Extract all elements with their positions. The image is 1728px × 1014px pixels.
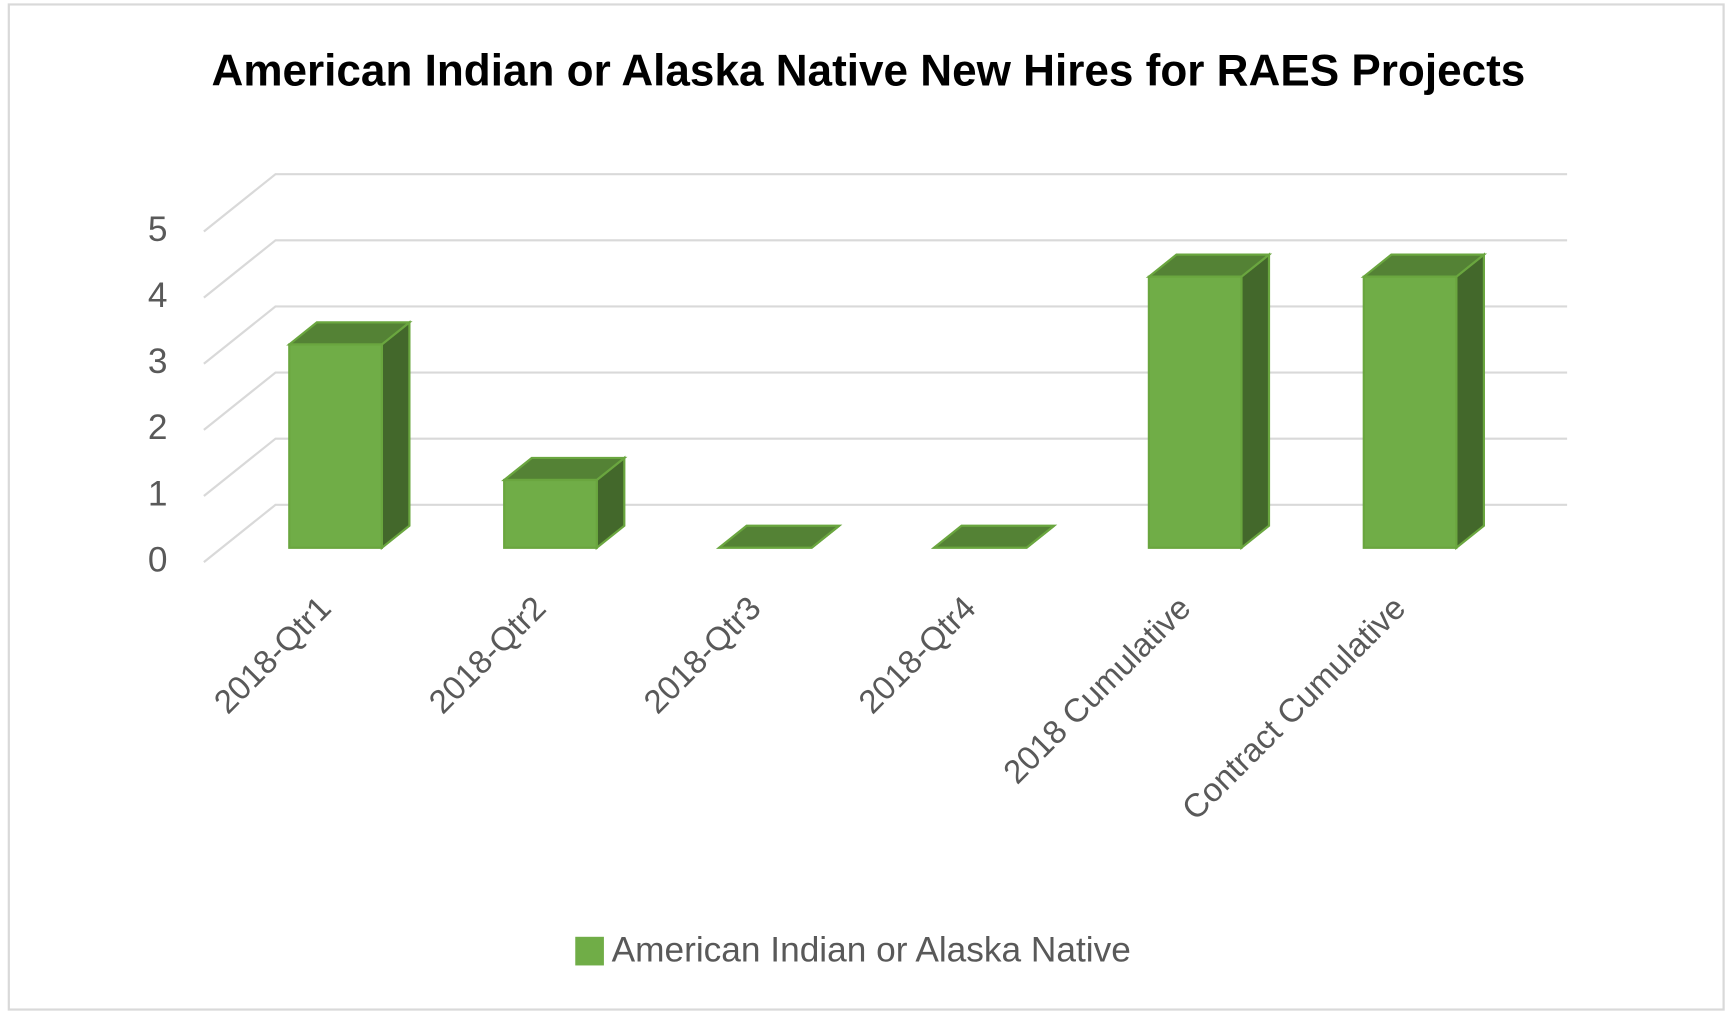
bar-top xyxy=(715,524,843,549)
y-tick-label: 1 xyxy=(148,474,168,513)
y-tick-label: 2 xyxy=(148,408,168,447)
bar-side xyxy=(1240,252,1271,551)
bar xyxy=(288,343,383,549)
grid-line xyxy=(203,305,1568,365)
bar xyxy=(1147,275,1243,549)
legend-swatch xyxy=(575,936,604,966)
grid-line xyxy=(203,239,1568,299)
chart-title: American Indian or Alaska Native New Hir… xyxy=(211,47,1525,96)
grid-line xyxy=(203,371,1568,431)
y-tick-label: 5 xyxy=(148,210,168,249)
y-tick-label: 4 xyxy=(148,276,168,315)
grid-line xyxy=(203,437,1568,497)
grid-line xyxy=(203,503,1568,563)
legend-label: American Indian or Alaska Native xyxy=(612,931,1131,970)
grid-line xyxy=(203,173,1568,233)
bar-side xyxy=(380,320,411,551)
bar xyxy=(503,478,598,549)
bar-side xyxy=(1455,252,1485,551)
y-tick-label: 3 xyxy=(148,342,168,381)
bar xyxy=(1362,275,1458,549)
bar-top xyxy=(930,524,1058,549)
y-tick-label: 0 xyxy=(148,540,168,579)
